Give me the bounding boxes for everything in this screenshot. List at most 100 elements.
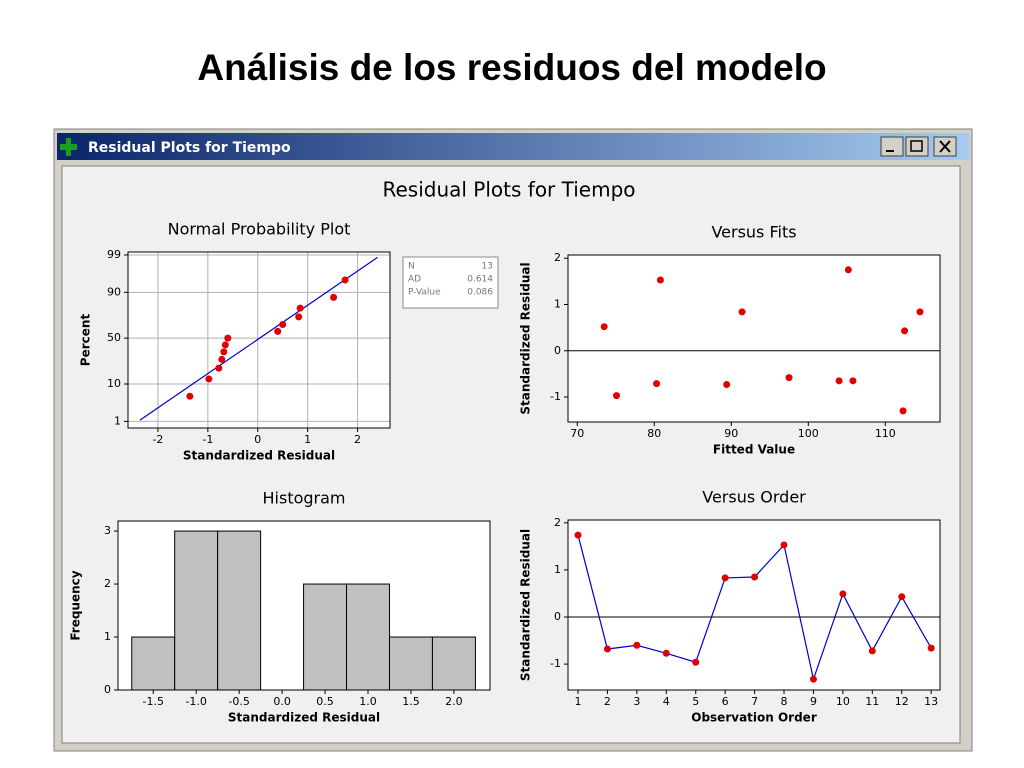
- data-point: [738, 308, 746, 316]
- data-point: [898, 593, 906, 601]
- data-point: [723, 381, 731, 389]
- x-tick-label: 0.5: [316, 695, 334, 708]
- plot-frame: [567, 254, 941, 423]
- data-point: [330, 293, 338, 301]
- plot-area: [568, 255, 940, 422]
- x-axis-label: Standardized Residual: [183, 449, 335, 463]
- x-tick-label: -1.0: [185, 695, 206, 708]
- y-tick-label: 10: [107, 377, 121, 390]
- x-tick-label: 2.0: [445, 695, 463, 708]
- data-point: [600, 323, 608, 331]
- subplot-title: Versus Order: [702, 488, 806, 507]
- data-point: [692, 658, 700, 666]
- y-tick-label: 1: [104, 630, 111, 643]
- plot-frame: [117, 520, 491, 691]
- data-point: [901, 327, 909, 335]
- data-point: [868, 647, 876, 655]
- x-tick-label: 2: [604, 695, 611, 708]
- data-point: [224, 334, 232, 342]
- data-point: [653, 380, 661, 388]
- x-tick-label: 4: [663, 695, 670, 708]
- histogram-bar: [174, 530, 219, 691]
- x-tick-label: -1: [202, 433, 213, 446]
- y-axis-label: Percent: [79, 314, 93, 367]
- plot-frame: [567, 519, 941, 691]
- y-tick-label: 3: [104, 524, 111, 537]
- subplot: Versus Fits Fitted Value Standardized Resi…: [519, 223, 941, 457]
- data-point: [613, 392, 621, 400]
- y-tick-label: 1: [554, 297, 561, 310]
- maximize-button[interactable]: [905, 136, 929, 157]
- x-tick-label: 7: [751, 695, 758, 708]
- y-tick-label: 1: [114, 414, 121, 427]
- y-tick-label: -1: [550, 657, 561, 670]
- subplot: Normal Probability Plot Standardized Resi…: [79, 220, 499, 463]
- data-point: [220, 348, 228, 356]
- histogram-bar: [217, 530, 262, 691]
- data-point: [751, 573, 759, 581]
- x-tick-label: 70: [570, 427, 584, 440]
- histogram-bar: [303, 583, 348, 691]
- subplot-title: Histogram: [263, 489, 346, 508]
- fit-line: [139, 256, 378, 421]
- stats-label: AD: [408, 275, 421, 285]
- window-title: Residual Plots for Tiempo: [88, 140, 291, 156]
- data-point: [633, 641, 641, 649]
- y-axis-label: Standardized Residual: [519, 529, 533, 681]
- stats-value: 0.614: [467, 275, 493, 285]
- x-tick-label: 11: [865, 695, 879, 708]
- data-point: [844, 266, 852, 274]
- data-point: [603, 645, 611, 653]
- stats-label: P-Value: [408, 288, 441, 298]
- data-point: [899, 407, 907, 415]
- stats-value: 0.086: [467, 288, 493, 298]
- x-tick-label: 10: [836, 695, 850, 708]
- data-point: [927, 644, 935, 652]
- data-point: [656, 276, 664, 284]
- stats-box: [402, 256, 499, 309]
- maximize-glyph: [910, 140, 923, 152]
- x-tick-label: 2: [354, 433, 361, 446]
- x-tick-label: 6: [722, 695, 729, 708]
- x-tick-label: 1.5: [402, 695, 420, 708]
- stats-label: N: [408, 262, 415, 272]
- x-tick-label: 3: [633, 695, 640, 708]
- y-axis-label: Frequency: [69, 570, 83, 640]
- y-axis-label: Standardized Residual: [519, 262, 533, 414]
- app-icon: [60, 138, 77, 156]
- x-axis-label: Fitted Value: [713, 443, 795, 457]
- y-tick-label: -1: [550, 390, 561, 403]
- data-point: [215, 364, 223, 372]
- y-tick-label: 99: [107, 248, 121, 261]
- data-point: [341, 276, 349, 284]
- y-tick-label: 2: [554, 516, 561, 529]
- x-tick-label: 90: [724, 427, 738, 440]
- data-point: [916, 308, 924, 316]
- minimize-button[interactable]: [880, 136, 904, 157]
- y-tick-label: 0: [554, 610, 561, 623]
- y-tick-label: 50: [107, 331, 121, 344]
- x-tick-label: 13: [924, 695, 938, 708]
- x-tick-label: 80: [647, 427, 661, 440]
- data-point: [574, 531, 582, 539]
- x-tick-label: 8: [781, 695, 788, 708]
- data-point: [835, 377, 843, 385]
- window-controls[interactable]: [880, 136, 957, 157]
- data-point: [721, 574, 729, 582]
- histogram-bar: [431, 636, 476, 691]
- y-tick-label: 90: [107, 285, 121, 298]
- x-tick-label: 0.0: [273, 695, 291, 708]
- x-axis-label: Observation Order: [691, 711, 817, 725]
- x-tick-label: -1.5: [142, 695, 163, 708]
- title-bar: [57, 133, 969, 160]
- histogram-bar: [346, 583, 390, 691]
- data-point: [295, 313, 303, 321]
- slide-title: Análisis de los residuos del modelo: [197, 47, 826, 88]
- data-point: [809, 675, 817, 683]
- subplot-title: Versus Fits: [711, 223, 796, 242]
- x-tick-label: 1: [575, 695, 582, 708]
- x-tick-label: 12: [895, 695, 909, 708]
- x-tick-label: -2: [152, 433, 163, 446]
- plot-frame: [127, 251, 391, 429]
